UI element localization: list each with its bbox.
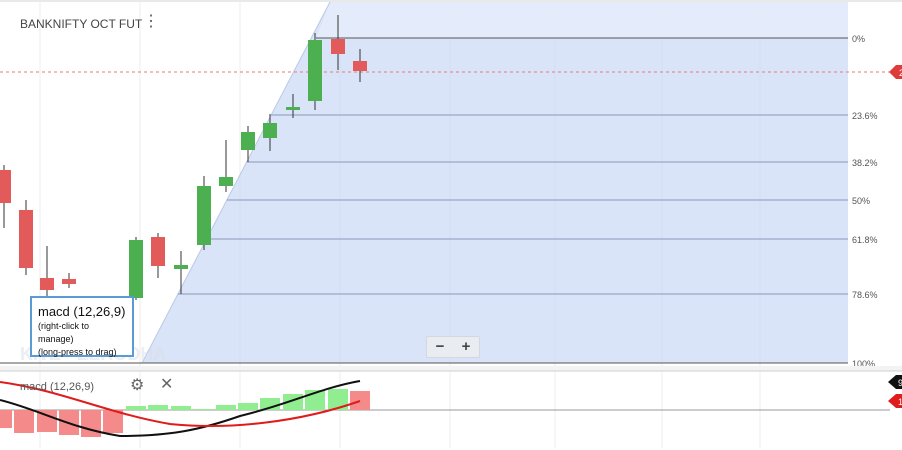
fib-level-label: 61.8% bbox=[852, 235, 878, 245]
signal-line bbox=[0, 381, 361, 427]
macd-hist-bar-positive bbox=[194, 409, 214, 410]
bear-candle[interactable] bbox=[353, 61, 367, 71]
top-border bbox=[0, 0, 902, 2]
bear-candle[interactable] bbox=[19, 210, 33, 268]
gear-icon[interactable]: ⚙ bbox=[130, 377, 145, 394]
macd-line bbox=[0, 380, 361, 438]
zoom-controls: − + bbox=[426, 336, 480, 358]
macd-hist-bar-negative bbox=[14, 410, 34, 433]
macd-hist-bar-negative bbox=[81, 410, 101, 437]
fib-level-label: 0% bbox=[852, 34, 865, 44]
macd-hist-bar-negative bbox=[0, 410, 12, 428]
fib-level-label: 38.2% bbox=[852, 158, 878, 168]
signal-value-badge-text: 1 bbox=[898, 397, 902, 407]
macd-hist-bar-positive bbox=[148, 405, 168, 410]
tooltip-title: macd (12,26,9) bbox=[38, 304, 126, 319]
macd-hist-bar-positive bbox=[126, 406, 146, 410]
bear-candle[interactable] bbox=[331, 39, 345, 54]
close-icon[interactable]: ✕ bbox=[160, 376, 174, 393]
macd-value-badge bbox=[888, 375, 902, 389]
bear-candle[interactable] bbox=[62, 279, 76, 284]
macd-hist-bar-negative bbox=[37, 410, 57, 432]
bull-candle[interactable] bbox=[241, 132, 255, 150]
macd-hist-bar-negative bbox=[350, 391, 370, 410]
macd-value-badge-text: 9 bbox=[898, 378, 902, 388]
bull-candle[interactable] bbox=[308, 40, 322, 101]
signal-value-badge bbox=[888, 394, 902, 408]
bull-candle[interactable] bbox=[197, 186, 211, 245]
bull-candle[interactable] bbox=[129, 240, 143, 298]
bull-candle[interactable] bbox=[263, 123, 277, 138]
price-badge bbox=[889, 65, 902, 79]
fib-retracement-area[interactable] bbox=[142, 2, 848, 363]
bull-candle[interactable] bbox=[286, 107, 300, 110]
kebab-menu-icon[interactable]: ⋮ bbox=[143, 13, 159, 30]
fib-level-label: 50% bbox=[852, 196, 870, 206]
bull-candle[interactable] bbox=[219, 177, 233, 186]
symbol-title: BANKNIFTY OCT FUT bbox=[20, 17, 143, 31]
fib-upper-area bbox=[316, 2, 848, 38]
macd-indicator-label[interactable]: macd (12,26,9) bbox=[20, 381, 94, 393]
macd-hist-bar-positive bbox=[238, 403, 258, 410]
macd-hist-bar-negative bbox=[103, 410, 123, 433]
bear-candle[interactable] bbox=[151, 237, 165, 266]
macd-hist-bar-positive bbox=[328, 389, 348, 410]
fib-level-label: 78.6% bbox=[852, 290, 878, 300]
pane-divider[interactable] bbox=[0, 366, 902, 371]
fib-level-label: 23.6% bbox=[852, 111, 878, 121]
tooltip-hint-drag: (long-press to drag) bbox=[38, 347, 117, 357]
zoom-in-button[interactable]: + bbox=[461, 338, 471, 355]
bear-candle[interactable] bbox=[40, 278, 54, 290]
bull-candle[interactable] bbox=[174, 265, 188, 269]
tooltip-hint-manage: (right-click to manage) bbox=[38, 321, 90, 344]
fib-level-label: 100% bbox=[852, 359, 875, 369]
price-badge-text: 2 bbox=[899, 68, 902, 78]
fib-trend-line bbox=[141, 1, 331, 364]
indicator-tooltip: macd (12,26,9) (right-click to manage) (… bbox=[30, 296, 134, 357]
bear-candle[interactable] bbox=[0, 170, 11, 203]
macd-hist-bar-positive bbox=[171, 406, 191, 410]
macd-hist-bar-positive bbox=[216, 405, 236, 410]
zoom-out-button[interactable]: − bbox=[435, 338, 445, 355]
